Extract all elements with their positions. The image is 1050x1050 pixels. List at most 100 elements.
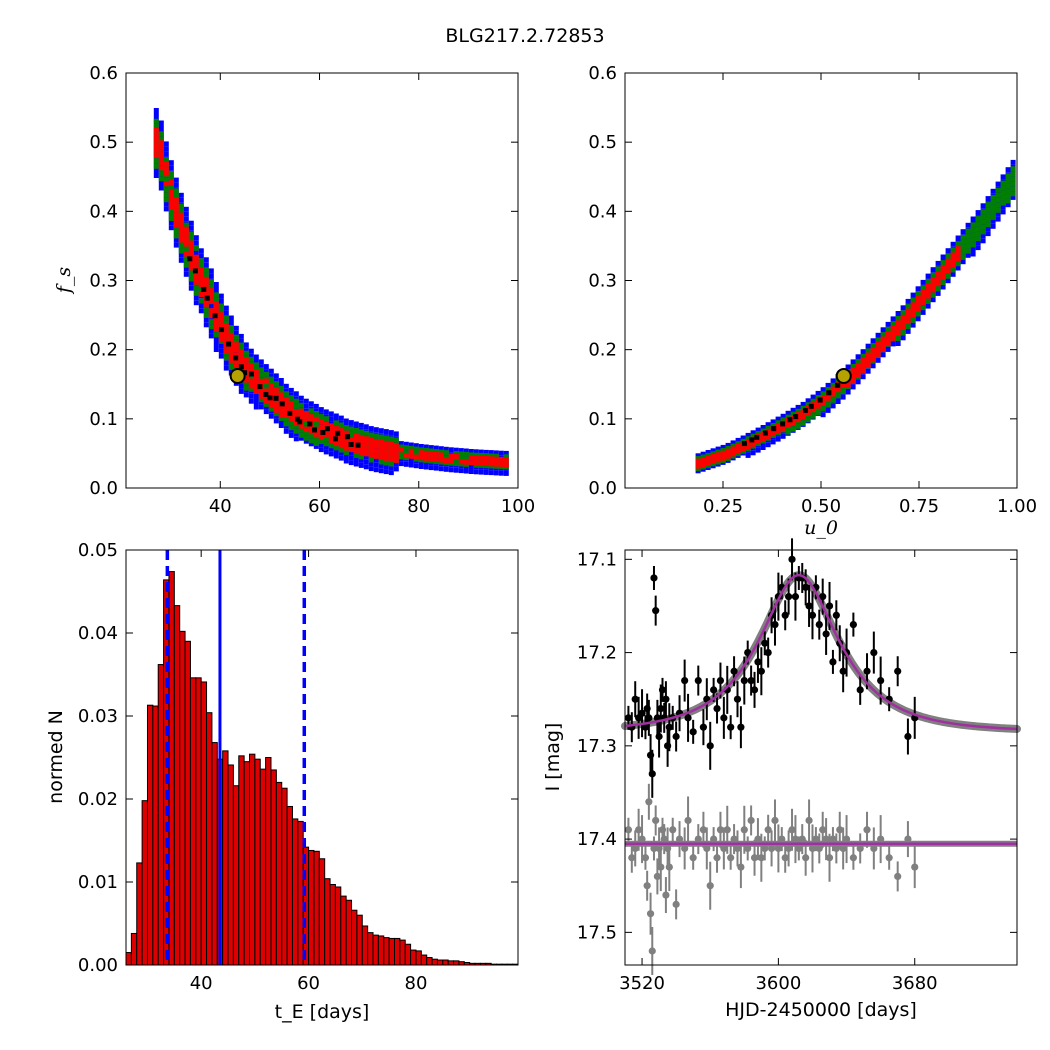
fs-u0-3sigma-cell [970,251,976,257]
fs-u0-1sigma-cell [925,288,931,294]
fs-u0-3sigma-cell [910,322,916,328]
fs-u0-2sigma-cell [810,413,816,419]
fs-tE-1sigma-cell [283,402,289,408]
fs-tE-1sigma-cell [288,401,294,407]
lightcurve-residual-point [870,844,878,853]
fs-u0-2sigma-cell [855,358,861,364]
fs-tE-2sigma-cell [203,267,209,273]
lightcurve-residual-point [836,826,844,834]
lightcurve-data-point [710,686,718,694]
tE-histogram-ytick-label: 0.01 [78,872,118,893]
fs-tE-3sigma-cell [158,185,164,191]
fs-u0-2sigma-cell [995,202,1001,208]
fs-tE-3sigma-cell [433,465,439,471]
figure-title: BLG217.2.72853 [445,25,604,47]
fs-u0-3sigma-cell [750,450,756,456]
fs-u0-1sigma-cell [790,415,796,421]
fs-tE-1sigma-cell [468,460,474,466]
fs-tE-chain-point [267,395,273,401]
fs-tE-2sigma-cell [223,315,229,321]
fs-u0-1sigma-cell [875,346,881,352]
fs-tE-3sigma-cell [283,428,289,434]
fs-tE-1sigma-cell [368,442,374,448]
tE-histogram-axes-frame [125,549,519,966]
fs-u0-2sigma-cell [805,402,811,408]
fs-tE-1sigma-cell [283,397,289,403]
fs-u0-3sigma-cell [825,407,831,413]
fs-u0-2sigma-cell [1005,188,1011,194]
fs-tE-1sigma-cell [213,306,219,311]
fs-tE-1sigma-cell [438,457,444,463]
fs-tE-1sigma-cell [198,267,204,272]
fs-tE-2sigma-cell [353,453,359,458]
fs-tE-1sigma-cell [393,447,399,453]
fs-tE-2sigma-cell [343,425,349,431]
fs-tE-2sigma-cell [373,433,379,439]
fs-tE-1sigma-cell [333,441,339,447]
fs-u0-3sigma-cell [995,216,1001,222]
fs-tE-2sigma-cell [218,308,224,314]
lightcurve-data-point [785,593,793,601]
fs-u0-1sigma-cell [935,271,941,277]
fs-u0-2sigma-cell [985,212,991,218]
fs-tE-3sigma-cell [183,216,189,222]
fs-tE-3sigma-cell [373,427,379,433]
fs-u0-1sigma-cell [905,313,911,319]
fs-tE-2sigma-cell [378,434,384,440]
fs-tE-3sigma-cell [248,398,254,404]
lightcurve-residual-point [643,882,651,890]
fs-tE-2sigma-cell [163,157,169,163]
fs-u0-2sigma-cell [785,414,791,420]
lightcurve-residual-point [778,835,786,843]
fs-tE-3sigma-cell [298,435,304,441]
tE-histogram-xtick-label: 80 [405,973,428,994]
fs-u0-3sigma-cell [980,238,986,244]
fs-u0-1sigma-cell [905,308,911,314]
fs-tE-1sigma-cell [243,357,249,363]
fs-tE-3sigma-cell [268,368,274,374]
fs-u0-3sigma-cell [785,410,791,416]
fs-u0-1sigma-cell [710,458,716,464]
fs-tE-3sigma-cell [288,427,294,433]
lightcurve-residual-point [624,826,633,834]
fs-tE-3sigma-cell [373,462,379,468]
fs-tE-3sigma-cell [403,441,409,447]
fs-tE-1sigma-cell [248,368,254,374]
fs-tE-1sigma-cell [228,332,234,338]
fs-tE-2sigma-cell [168,211,174,216]
lightcurve-residual-point [716,826,725,834]
lightcurve-residual-point [877,835,885,843]
fs-tE-3sigma-cell [393,461,399,467]
fs-tE-1sigma-cell [203,301,209,307]
fs-u0-3sigma-cell [710,448,716,454]
lightcurve-residual-point [641,854,650,862]
fs-tE-1sigma-cell [278,392,284,398]
fs-tE-1sigma-cell [188,260,194,266]
fs-tE-2sigma-cell [413,451,419,457]
fs-tE-3sigma-cell [413,443,419,449]
fs-tE-2sigma-cell [208,284,214,290]
lightcurve-residual-point [829,835,837,843]
lightcurve-residual-point [856,844,864,853]
lightcurve-ylabel: I [mag] [542,723,564,792]
fs-u0-1sigma-cell [910,307,916,313]
fs-tE-3sigma-cell [408,442,414,448]
fs-tE-3sigma-cell [288,387,294,393]
fs-tE-1sigma-cell [168,200,174,205]
fs-tE-2sigma-cell [463,451,469,457]
fs-u0-1sigma-cell [945,263,951,269]
fs-tE-1sigma-cell [423,450,429,456]
fs-tE-1sigma-cell [408,453,414,459]
fs-u0-2sigma-cell [960,254,966,260]
fs-tE-2sigma-cell [158,131,164,137]
fs-tE-3sigma-cell [173,242,179,248]
fs-u0-3sigma-cell [940,254,946,260]
fs-tE-2sigma-cell [413,446,419,452]
fs-u0-1sigma-cell [935,281,941,287]
fs-tE-3sigma-cell [153,108,159,113]
fs-u0-1sigma-cell [865,357,871,363]
fs-tE-chain-point [257,384,263,390]
fs-tE-chain-point [273,395,279,401]
fs-u0-3sigma-cell [925,303,931,309]
fs-tE-3sigma-cell [193,240,199,246]
